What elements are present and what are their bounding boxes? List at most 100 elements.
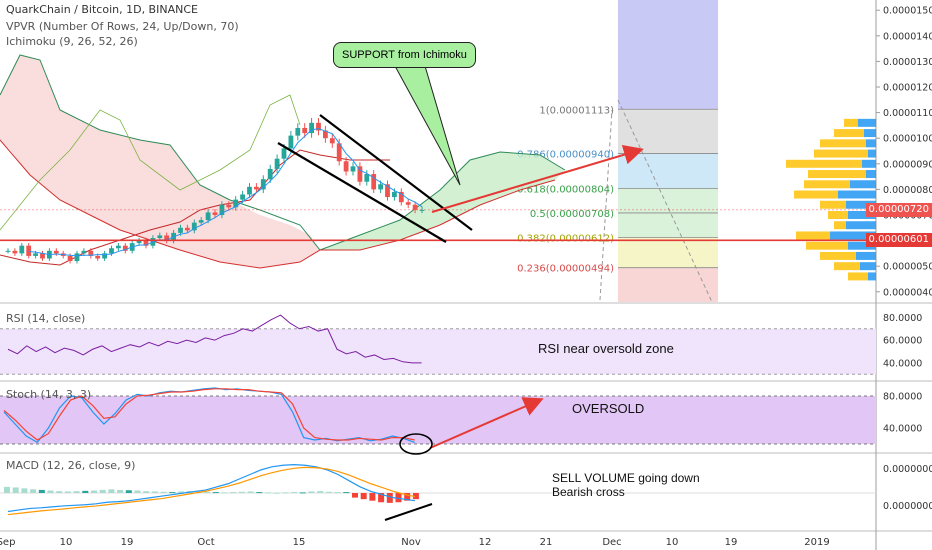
macd-histogram-bar xyxy=(178,491,184,493)
macd-histogram-bar xyxy=(343,492,350,494)
macd-histogram-bar xyxy=(352,493,358,498)
macd-histogram-bar xyxy=(4,486,10,493)
vpvr-up-bar xyxy=(856,251,876,260)
vpvr-up-bar xyxy=(868,272,876,281)
vpvr-up-bar xyxy=(848,210,876,219)
macd-histogram-bar xyxy=(360,493,367,500)
vpvr-down-bar xyxy=(820,200,846,209)
macd-histogram-bar xyxy=(386,493,393,503)
vpvr-legend[interactable]: VPVR (Number Of Rows, 24, Up/Down, 70) xyxy=(6,20,239,33)
rsi-note[interactable]: RSI near oversold zone xyxy=(538,341,674,356)
fib-zone xyxy=(618,109,718,154)
macd-histogram-bar xyxy=(47,490,54,493)
vpvr-up-bar xyxy=(848,241,876,250)
fib-zone xyxy=(618,237,718,268)
macd-histogram-bar xyxy=(317,491,324,493)
vpvr-up-bar xyxy=(864,129,876,138)
time-axis-label: 10 xyxy=(60,537,73,548)
fib-level-label: 0.236(0.00000494) xyxy=(517,264,614,275)
candle-body xyxy=(254,186,259,190)
vpvr-down-bar xyxy=(806,241,848,250)
candles xyxy=(5,117,425,264)
candle-body xyxy=(53,250,59,254)
macd-histogram-bar xyxy=(143,491,150,493)
candle-body xyxy=(33,253,38,256)
candle-body xyxy=(247,186,252,195)
fib-level-label: 1(0.00001113) xyxy=(539,105,614,116)
macd-histogram-bar xyxy=(238,491,245,493)
ichimoku-cloud xyxy=(0,54,566,269)
ichimoku-legend[interactable]: Ichimoku (9, 26, 52, 26) xyxy=(6,35,138,48)
candle-body xyxy=(323,130,328,139)
candle-body xyxy=(364,174,370,182)
candle-body xyxy=(343,161,349,172)
candle-body xyxy=(198,220,204,223)
candle-body xyxy=(102,253,107,259)
candle-body xyxy=(205,212,211,221)
candle-body xyxy=(240,194,245,200)
vpvr-down-bar xyxy=(808,170,866,179)
macd-histogram-bar xyxy=(38,489,45,493)
fib-level-label: 0.5(0.00000708) xyxy=(530,209,614,220)
candle-body xyxy=(295,127,301,136)
rsi-legend[interactable]: RSI (14, close) xyxy=(6,312,86,325)
macd-histogram-bar xyxy=(151,491,158,493)
vpvr-down-bar xyxy=(834,262,860,271)
vpvr-up-bar xyxy=(866,139,876,148)
candle-body xyxy=(12,250,18,254)
candle-body xyxy=(329,138,335,144)
candle-body xyxy=(40,253,45,259)
callout-pointer xyxy=(394,65,461,186)
candle-body xyxy=(81,250,87,254)
vpvr-down-bar xyxy=(820,139,866,148)
vpvr-down-bar xyxy=(794,190,838,199)
candle-body xyxy=(288,135,294,149)
candle-body xyxy=(281,148,287,159)
current-price-tag: 0.00000720 xyxy=(865,202,932,217)
stoch-note[interactable]: OVERSOLD xyxy=(572,401,645,416)
stoch-arrow xyxy=(429,397,544,449)
macd-histogram-bar xyxy=(265,492,271,494)
macd-histogram-bar xyxy=(108,489,115,493)
candle-body xyxy=(412,204,418,210)
time-axis-label: 19 xyxy=(725,537,738,548)
candle-body xyxy=(267,168,273,180)
candle-body xyxy=(178,227,183,233)
macd-histogram-bar xyxy=(282,492,289,494)
candle-body xyxy=(67,255,73,262)
macd-line xyxy=(7,464,416,513)
stoch-legend[interactable]: Stoch (14, 3, 3) xyxy=(6,388,92,401)
vpvr-up-bar xyxy=(838,190,876,199)
ichimoku-support-callout[interactable]: SUPPORT from Ichimoku xyxy=(333,42,476,68)
fib-zone xyxy=(618,188,718,213)
macd-histogram-bar xyxy=(12,487,19,493)
support-price-tag: 0.00000601 xyxy=(865,233,932,248)
macd-legend[interactable]: MACD (12, 26, close, 9) xyxy=(6,459,136,472)
macd-note-sell-volume[interactable]: SELL VOLUME going down xyxy=(552,471,700,485)
candle-body xyxy=(136,240,142,244)
falling-wedge-upper xyxy=(319,114,473,231)
fib-zone xyxy=(618,153,718,189)
time-axis-label: Nov xyxy=(401,537,421,548)
candle-body xyxy=(274,158,280,169)
rsi-axis-label: 60.0000 xyxy=(883,336,922,347)
macd-note-bearish-cross[interactable]: Bearish cross xyxy=(552,485,625,499)
volume-profile xyxy=(786,118,876,281)
chikou-span xyxy=(0,94,301,231)
candle-body xyxy=(95,255,101,259)
macd-histogram-bar xyxy=(160,491,167,493)
rsi-band xyxy=(0,328,876,375)
fib-level-label: 0.618(0.00000804) xyxy=(517,184,614,195)
time-axis-label: Dec xyxy=(602,537,621,548)
macd-histogram-bar xyxy=(378,493,385,503)
macd-histogram-bar xyxy=(299,492,306,494)
candle-body xyxy=(336,143,342,162)
candle-body xyxy=(185,227,190,231)
